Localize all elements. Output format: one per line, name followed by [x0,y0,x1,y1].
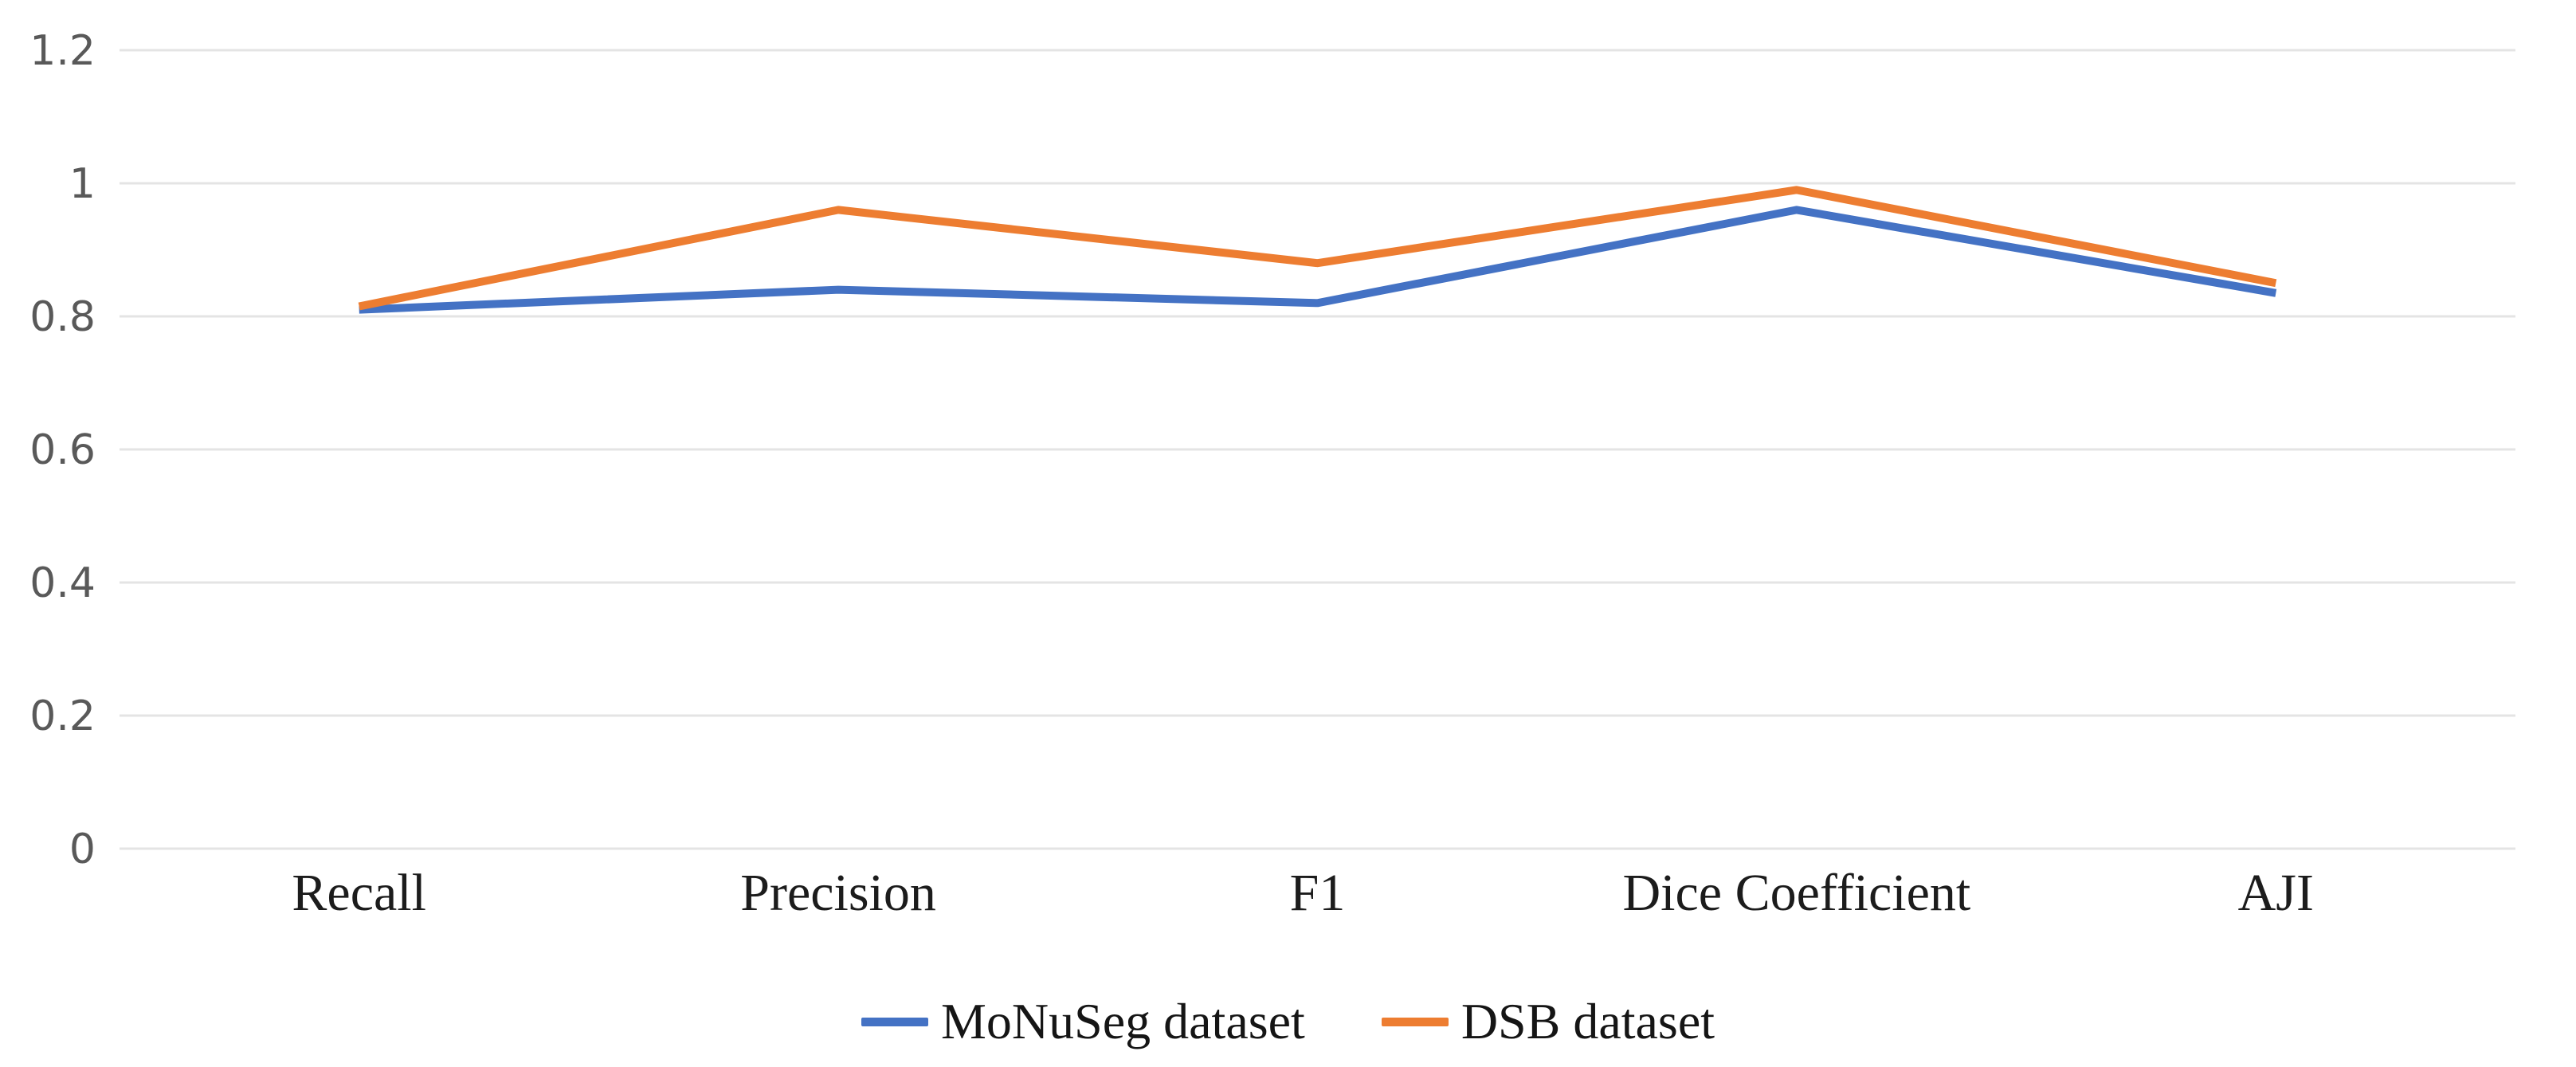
x-tick-label-f1: F1 [1290,864,1346,922]
series-line-dsb-dataset [358,186,2277,311]
x-tick-label-recall: Recall [292,864,426,922]
series-line-monuseg-dataset [359,206,2277,314]
y-tick-label-0: 0 [69,826,96,873]
y-tick-label-0.6: 0.6 [29,426,96,474]
series-lines [358,186,2277,314]
legend-swatch-monuseg [861,1017,928,1026]
legend-label-dsb: DSB dataset [1461,993,1715,1049]
y-tick-label-0.2: 0.2 [29,692,96,740]
legend-item-monuseg: MoNuSeg dataset [861,992,1305,1051]
chart-legend: MoNuSeg dataset DSB dataset [0,990,2576,1053]
x-tick-label-aji: AJI [2238,864,2314,922]
x-tick-label-dice-coefficient: Dice Coefficient [1623,864,1971,922]
gridlines [120,49,2515,850]
y-tick-label-0.8: 0.8 [29,293,96,341]
y-axis-tick-labels: 0 0.2 0.4 0.6 0.8 1 1.2 [29,27,96,873]
y-tick-label-1.2: 1.2 [29,27,96,75]
legend-swatch-dsb [1381,1017,1449,1026]
legend-label-monuseg: MoNuSeg dataset [941,993,1305,1049]
x-axis-category-labels: Recall Precision F1 Dice Coefficient AJI [292,864,2314,922]
x-tick-label-precision: Precision [740,864,936,922]
y-tick-label-1: 1 [69,160,96,208]
y-tick-label-0.4: 0.4 [29,559,96,607]
legend-item-dsb: DSB dataset [1381,992,1715,1051]
